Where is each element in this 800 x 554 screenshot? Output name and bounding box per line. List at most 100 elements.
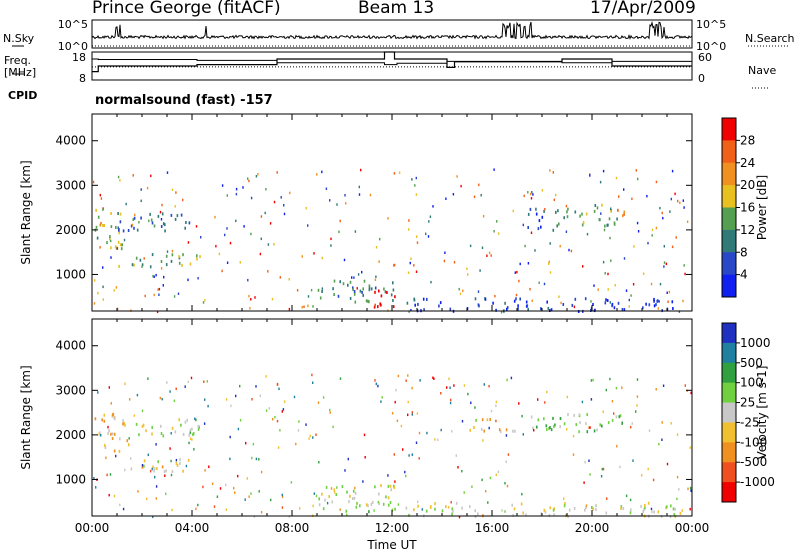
- power-cell: [635, 169, 637, 172]
- power-cell: [500, 311, 503, 314]
- power-cell: [406, 301, 409, 305]
- velocity-cell: [124, 423, 126, 427]
- velocity-cell: [141, 424, 144, 428]
- power-cell: [490, 254, 492, 257]
- power-cell: [344, 194, 346, 197]
- power-cell: [119, 179, 121, 182]
- power-cell: [571, 303, 574, 307]
- power-cell: [636, 221, 639, 225]
- power-cell: [516, 270, 518, 274]
- velocity-cell: [690, 489, 692, 492]
- power-cell: [642, 306, 644, 310]
- velocity-cell: [189, 431, 191, 434]
- velocity-cell: [689, 486, 692, 490]
- velocity-cell: [676, 433, 679, 436]
- power-cell: [378, 289, 380, 293]
- power-ytick-label: 2000: [55, 223, 86, 237]
- velocity-cell: [615, 386, 618, 390]
- power-cell: [504, 301, 506, 305]
- power-cell: [609, 301, 611, 304]
- power-cell: [158, 293, 160, 296]
- power-cell: [177, 292, 180, 295]
- power-cell: [329, 199, 331, 202]
- power-cell: [307, 304, 309, 308]
- velocity-cell: [155, 443, 157, 446]
- power-cell: [632, 283, 635, 286]
- velocity-cell: [107, 432, 109, 435]
- velocity-cell: [605, 388, 607, 392]
- power-cell: [178, 255, 180, 259]
- velocity-cell: [400, 424, 403, 428]
- velocity-cell: [259, 394, 261, 397]
- power-cell: [313, 252, 315, 255]
- velocity-cell: [195, 507, 197, 511]
- velocity-cell: [103, 413, 106, 417]
- velocity-cell: [260, 511, 263, 514]
- velocity-cell: [328, 495, 330, 499]
- power-cell: [359, 289, 362, 293]
- power-cell: [116, 307, 119, 311]
- velocity-cell: [160, 432, 163, 435]
- power-cell: [479, 269, 481, 272]
- power-cell: [585, 212, 588, 216]
- velocity-cell: [305, 423, 307, 426]
- velocity-cell: [588, 426, 590, 429]
- velocity-cell: [308, 437, 310, 440]
- velocity-cell: [93, 477, 95, 480]
- velocity-cell: [678, 488, 680, 491]
- power-colorbar-label: 8: [740, 245, 748, 259]
- power-cell: [674, 192, 676, 196]
- velocity-cell: [644, 504, 646, 507]
- velocity-cell: [193, 448, 195, 451]
- power-ytick-label: 1000: [55, 267, 86, 281]
- power-cell: [623, 308, 626, 312]
- velocity-cell: [104, 446, 107, 450]
- x-axis-label: Time UT: [366, 538, 417, 552]
- power-cell: [273, 243, 275, 246]
- velocity-cell: [135, 422, 138, 426]
- power-cell: [117, 212, 119, 215]
- power-cell: [637, 177, 639, 181]
- velocity-cell: [432, 376, 434, 379]
- date-title: 17/Apr/2009: [590, 0, 696, 18]
- velocity-cell: [141, 465, 144, 469]
- power-colorbar-label: 16: [740, 201, 755, 215]
- velocity-cell: [202, 485, 204, 489]
- velocity-ytick-label: 2000: [55, 428, 86, 442]
- velocity-cell: [463, 491, 465, 494]
- velocity-cell: [108, 386, 110, 389]
- power-cell: [527, 307, 529, 311]
- power-cell: [423, 308, 425, 312]
- nsearch-label: N.Search: [745, 32, 795, 45]
- power-cell: [151, 221, 154, 225]
- velocity-cell: [679, 511, 682, 515]
- power-cell: [330, 244, 332, 247]
- power-cell: [555, 193, 557, 197]
- power-cell: [226, 194, 228, 197]
- velocity-cell: [463, 384, 466, 387]
- power-cell: [139, 258, 142, 262]
- power-cell: [374, 303, 376, 307]
- velocity-cell: [495, 473, 497, 477]
- velocity-cell: [387, 496, 390, 500]
- power-cell: [658, 300, 660, 303]
- velocity-cell: [352, 489, 355, 493]
- velocity-cell: [658, 442, 660, 446]
- velocity-colorbar-segment: [722, 442, 736, 463]
- velocity-cell: [344, 469, 346, 472]
- velocity-cell: [141, 464, 144, 467]
- velocity-cell: [441, 509, 444, 513]
- velocity-cell: [405, 474, 407, 478]
- power-cell: [563, 216, 565, 220]
- velocity-cell: [299, 507, 301, 510]
- velocity-cell: [173, 399, 176, 403]
- power-background: [92, 114, 692, 311]
- power-cell: [202, 301, 205, 304]
- power-cell: [153, 224, 156, 228]
- velocity-cell: [411, 413, 413, 416]
- power-cell: [409, 261, 411, 265]
- power-cell: [377, 305, 379, 309]
- velocity-cell: [378, 492, 380, 496]
- power-cell: [630, 294, 632, 297]
- power-cell: [283, 204, 285, 207]
